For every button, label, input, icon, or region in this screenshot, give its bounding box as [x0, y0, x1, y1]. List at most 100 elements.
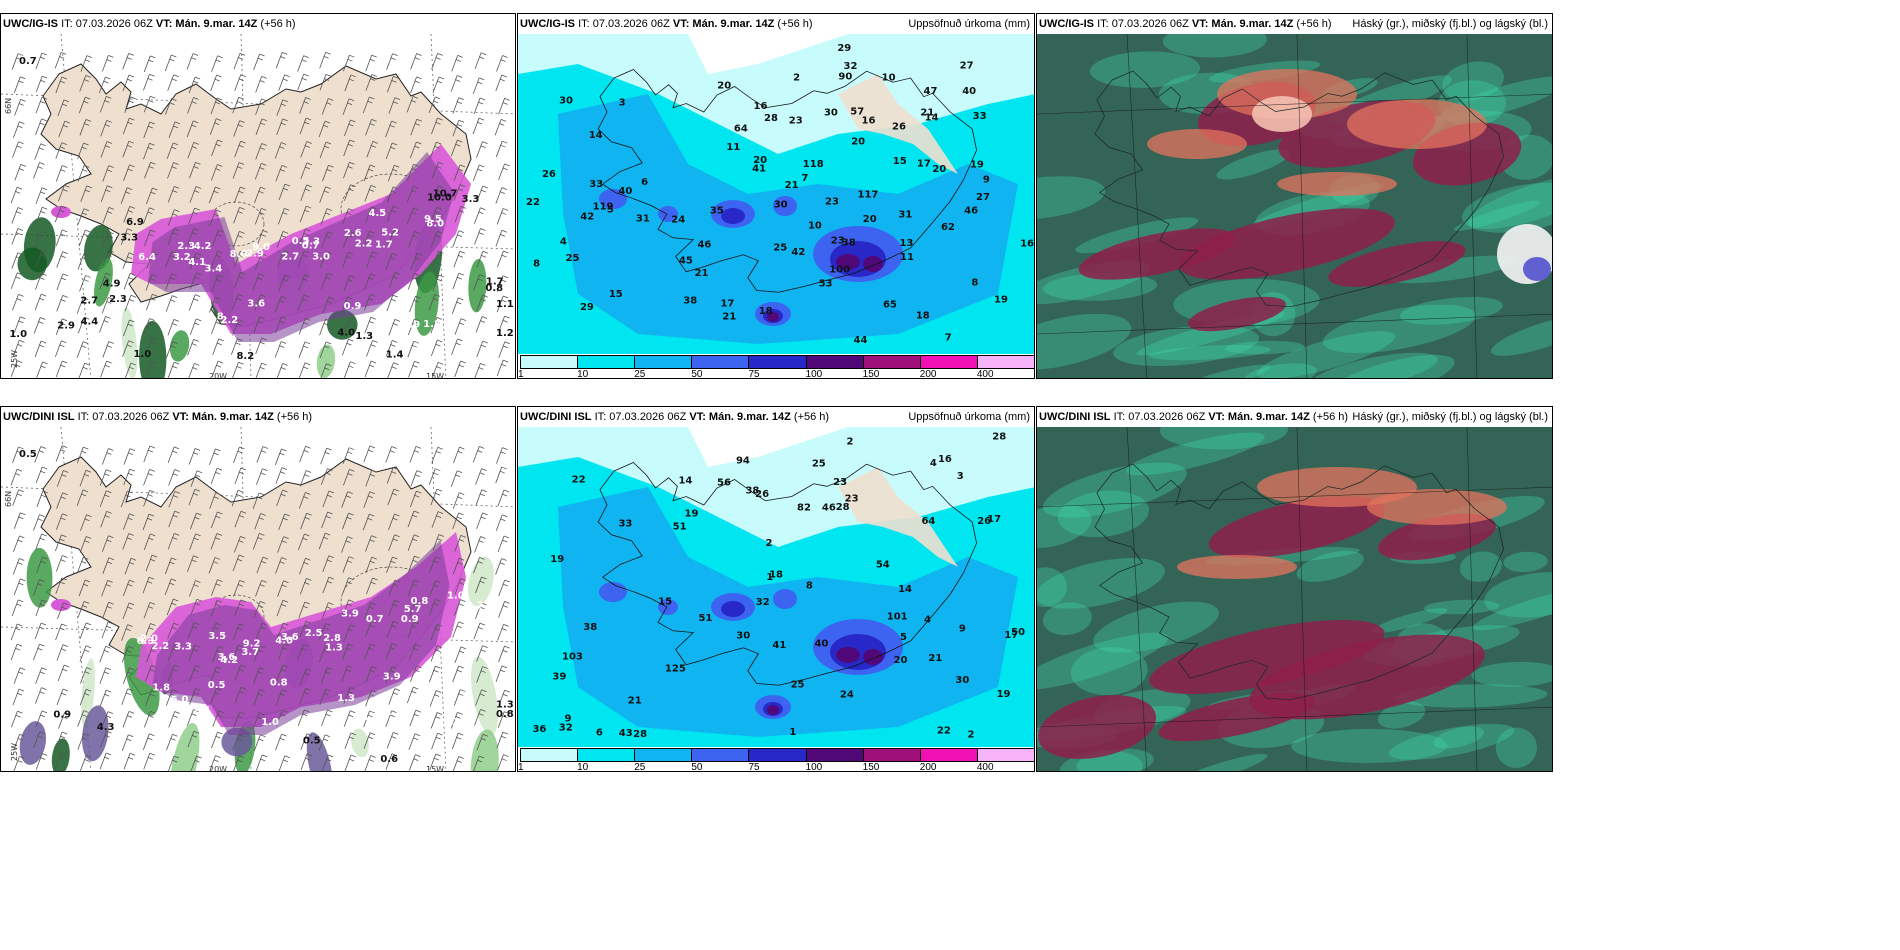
wind-barb — [343, 275, 355, 292]
wind-barb — [255, 754, 268, 771]
value-label: 3.6 — [218, 652, 236, 663]
wind-barb — [497, 754, 509, 771]
cloud-cover-map[interactable] — [1037, 427, 1553, 772]
value-label: 10.7 — [433, 188, 458, 199]
wind-barb — [454, 578, 467, 595]
wind-barb — [498, 98, 510, 115]
wind-barb — [80, 514, 92, 531]
wind-barb — [344, 754, 357, 771]
wind-barb — [253, 53, 265, 71]
wind-barb — [298, 492, 311, 509]
wind-barb — [253, 689, 265, 706]
wind-barb — [429, 753, 441, 771]
value-label: 38 — [745, 485, 759, 496]
wind-barb — [385, 666, 398, 683]
wind-barb — [233, 52, 246, 70]
wind-barb — [431, 732, 443, 750]
wind-barb — [408, 733, 421, 750]
value-label: 24 — [840, 690, 854, 701]
wind-barb — [186, 53, 199, 70]
value-label: 9.5 — [424, 214, 442, 225]
wind-barb — [431, 185, 444, 203]
wind-barb — [363, 230, 375, 248]
wind-barb — [321, 272, 333, 290]
wind-barb — [341, 296, 353, 314]
wind-barb — [13, 755, 25, 771]
wind-barb — [322, 164, 334, 182]
wind-barb — [167, 361, 180, 378]
wind-barb — [341, 536, 353, 553]
value-label: 18 — [916, 310, 930, 321]
wind-barb — [253, 734, 266, 751]
value-label: 4.9 — [103, 278, 121, 289]
value-label: 44 — [854, 335, 868, 346]
graticule-line — [1466, 34, 1478, 378]
value-label: 38 — [683, 295, 697, 306]
wind-barb — [298, 318, 311, 335]
wind-barb — [430, 623, 443, 641]
wind-barb — [234, 467, 247, 485]
cloud-cover-map[interactable] — [1037, 34, 1553, 379]
wind-barb — [56, 688, 69, 706]
wind-barb — [472, 117, 485, 135]
snow-wind-map[interactable]: 0.56.32.22.03.33.53.69.24.23.74.03.6 2.51… — [1, 427, 516, 772]
wind-barb — [275, 689, 288, 706]
colorbar-tick-label: 10 — [577, 762, 589, 772]
precipitation-map[interactable]: 2251143251182215383323283020192117262528… — [518, 427, 1035, 747]
wind-barb — [234, 510, 247, 528]
wind-barb — [320, 208, 333, 225]
value-label: 22 — [526, 197, 540, 208]
wind-barb — [102, 231, 114, 248]
wind-barb — [407, 340, 419, 358]
wind-barb — [187, 555, 199, 572]
panel-header: UWC/DINI ISL IT: 07.03.2026 06Z VT: Mán.… — [518, 407, 1034, 427]
wind-barb — [101, 55, 114, 72]
wind-barb — [100, 185, 113, 202]
wind-barb — [188, 294, 201, 311]
wind-barb — [409, 295, 421, 313]
wind-barb — [297, 533, 310, 551]
wind-barb — [321, 602, 334, 619]
value-label: 51 — [673, 522, 687, 533]
wind-barb — [102, 206, 115, 224]
wind-barb — [12, 688, 25, 706]
wind-barb — [429, 141, 442, 159]
wind-barb — [34, 622, 47, 640]
snow-wind-map[interactable]: 0.76.93.36.42.34.23.24.13.48.09.02.9 2.72… — [1, 34, 516, 379]
wind-barb — [12, 294, 24, 311]
wind-barb — [208, 557, 221, 574]
wind-barb — [364, 316, 376, 334]
wind-barb — [142, 513, 155, 531]
colorbar-swatch — [862, 355, 921, 369]
low-cloud — [1462, 182, 1552, 233]
wind-barb — [210, 666, 222, 684]
wind-barb — [35, 75, 48, 93]
value-label: 5.0 — [171, 695, 189, 706]
low-cloud — [1126, 432, 1265, 476]
wind-barb — [386, 556, 398, 574]
wind-barb — [387, 229, 400, 247]
wind-barb — [99, 667, 111, 684]
wind-barb — [498, 601, 510, 618]
low-cloud — [1296, 550, 1364, 582]
value-label: 40 — [814, 638, 828, 649]
iceland-coastline — [597, 462, 978, 686]
wind-barb — [211, 139, 223, 157]
wind-barb — [430, 488, 443, 506]
value-label: 47 — [923, 86, 937, 97]
colorbar-tick-label: 100 — [805, 369, 823, 379]
wind-barb — [212, 229, 224, 247]
wind-barb — [297, 709, 310, 726]
wind-barb — [298, 341, 311, 358]
value-label: 25 — [566, 253, 580, 264]
wind-barb — [189, 580, 201, 597]
value-label: 21 — [695, 268, 709, 279]
graticule-line — [1037, 706, 1552, 728]
value-label: 0.9 — [53, 710, 71, 721]
wind-barb — [167, 209, 180, 226]
wind-barb — [299, 620, 312, 638]
value-label: 42 — [580, 211, 594, 222]
value-label: 9.0 — [252, 242, 270, 253]
wind-barb — [430, 230, 443, 248]
